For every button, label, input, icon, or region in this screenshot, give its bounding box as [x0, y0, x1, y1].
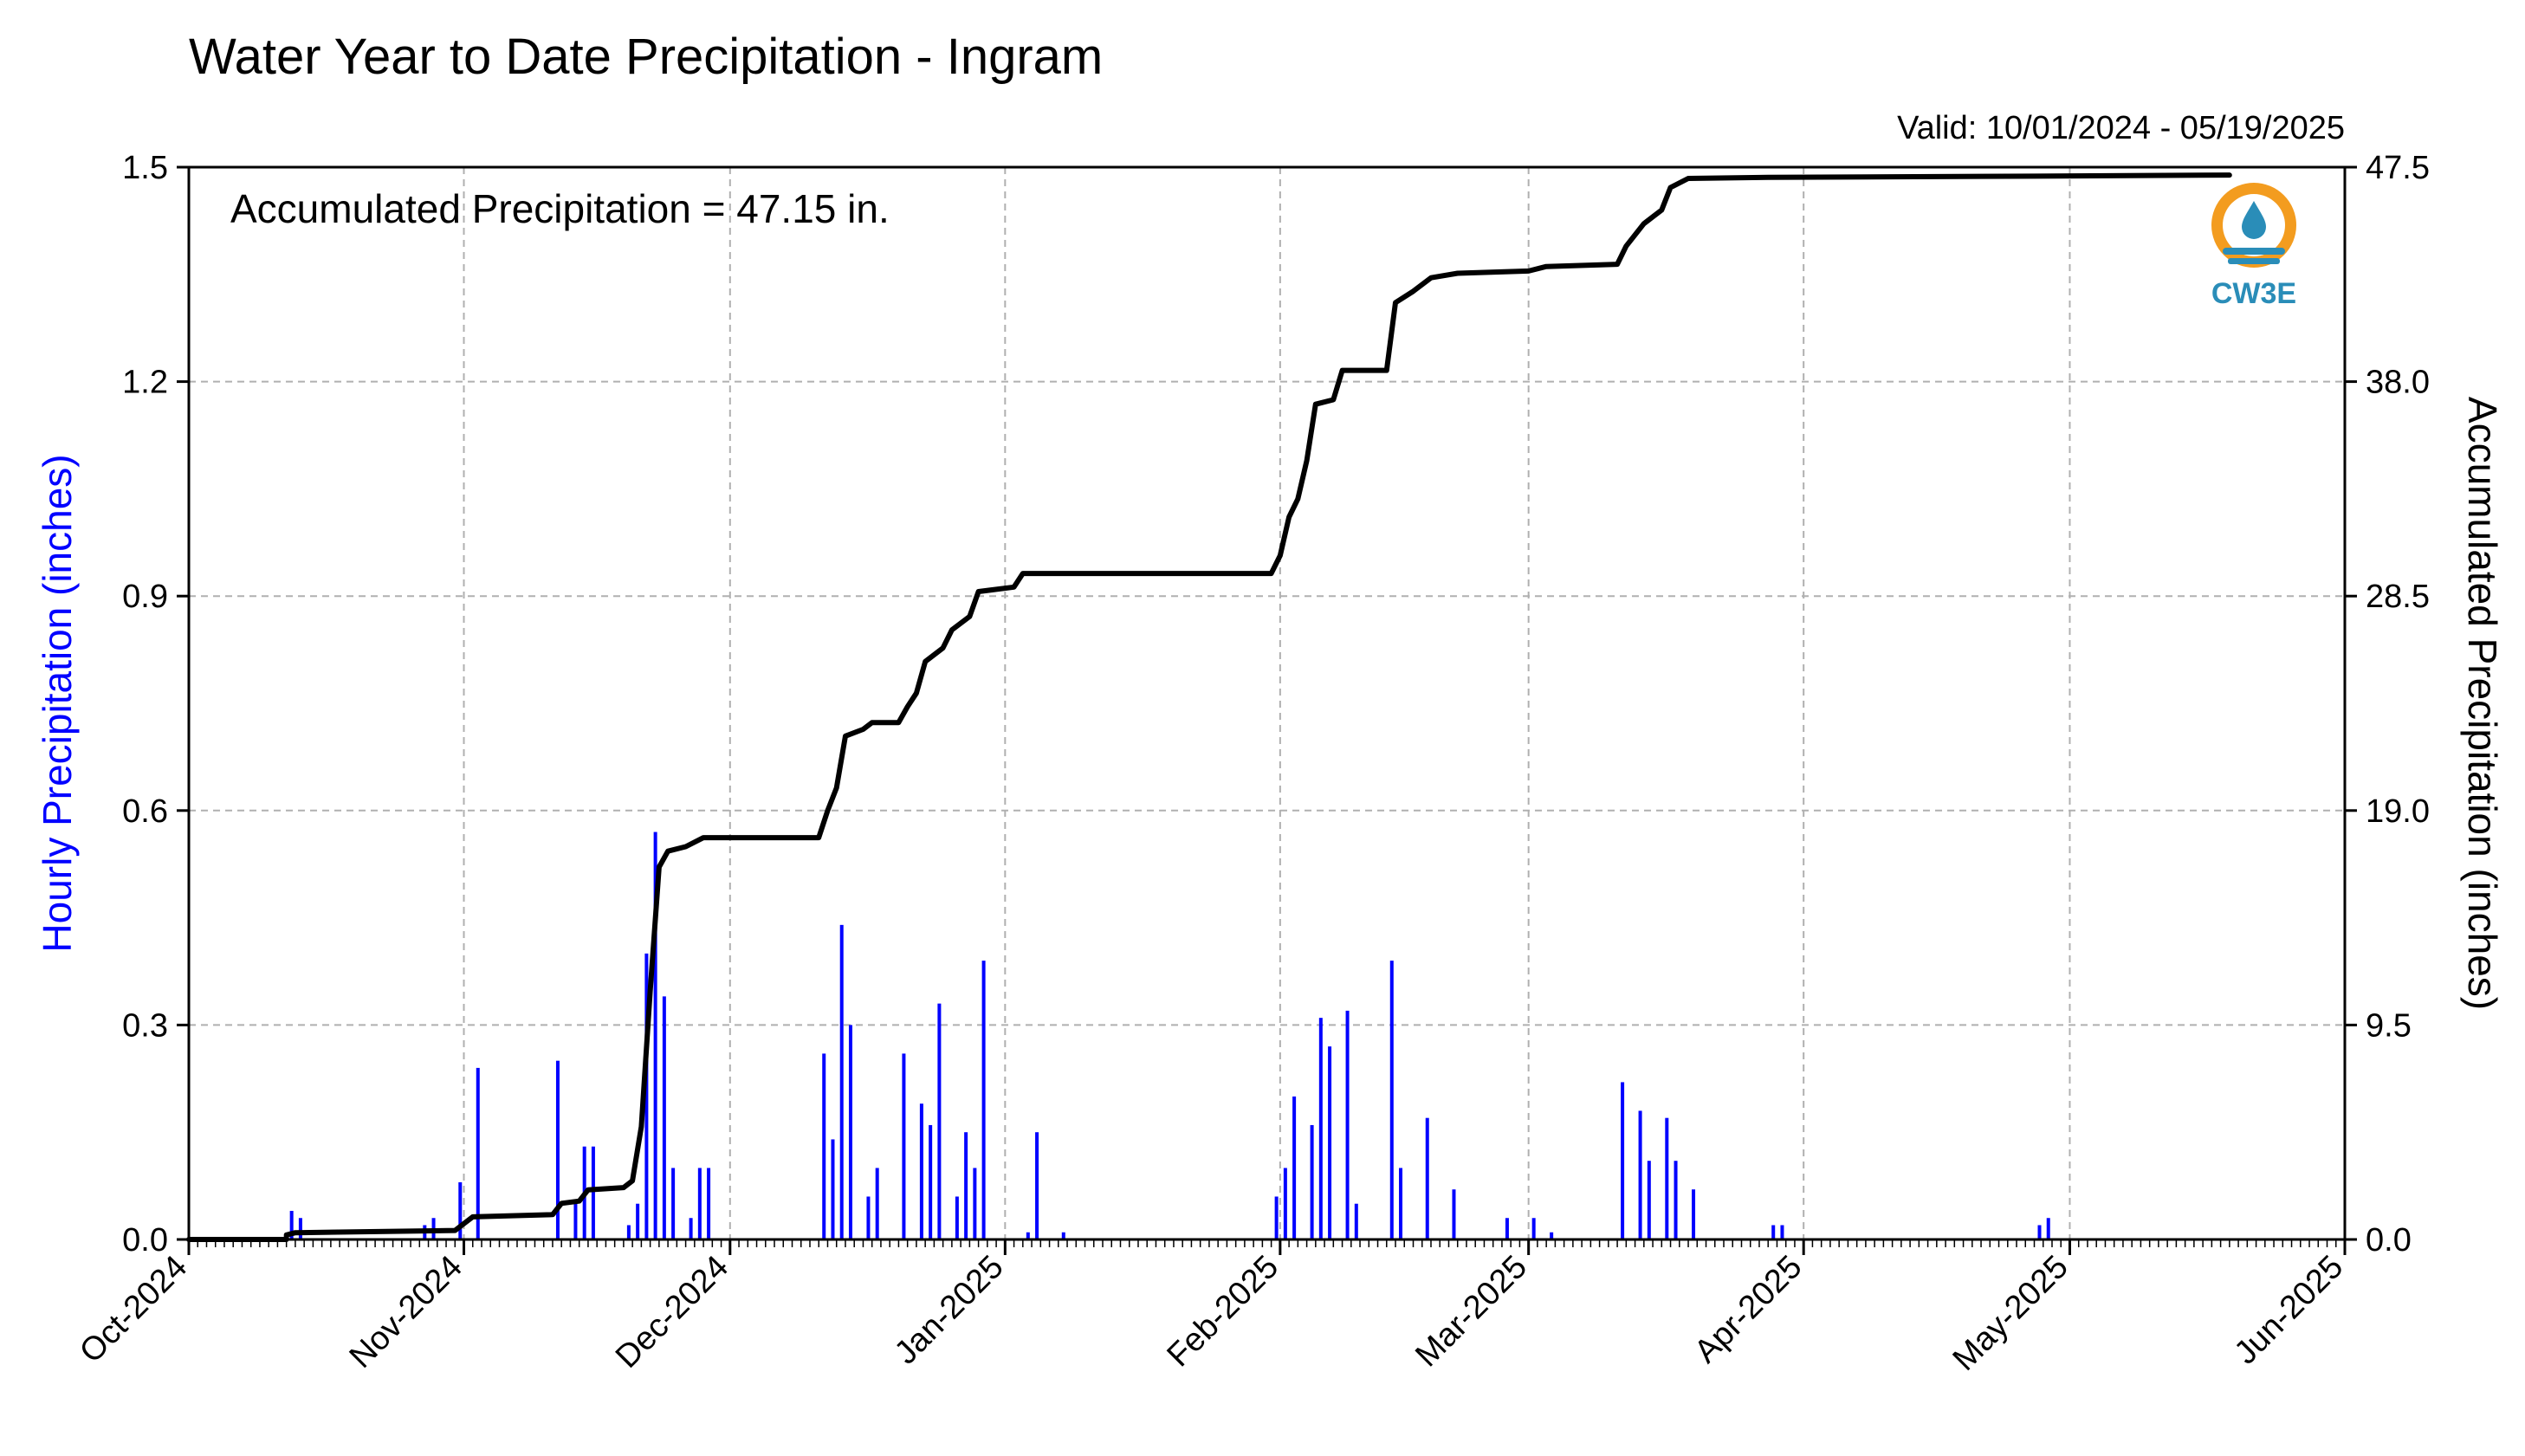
hourly-bar [1389, 961, 1394, 1239]
xtick-label: Mar-2025 [1408, 1249, 1534, 1375]
hourly-bar [1531, 1218, 1536, 1239]
xtick-label: May-2025 [1946, 1249, 2075, 1378]
logo-text: CW3E [2211, 277, 2296, 310]
grid-lines [189, 167, 2345, 1239]
hourly-bar [973, 1168, 977, 1239]
hourly-bar [689, 1218, 693, 1239]
left-ytick-label: 0.0 [122, 1222, 168, 1259]
hourly-bar [636, 1203, 640, 1239]
hourly-bar [1550, 1232, 1554, 1239]
hourly-bar [1283, 1168, 1287, 1239]
accumulated-line-group [186, 172, 2232, 1242]
hourly-bar [1771, 1225, 1776, 1239]
logo-water-drop-icon [2242, 201, 2266, 239]
xtick-label: Feb-2025 [1161, 1249, 1286, 1375]
xtick-label: Apr-2025 [1687, 1249, 1809, 1370]
axes: 0.0 0.3 0.6 0.9 1.2 1.5 0.0 9.5 19.0 28.5 38.0 47.5… [73, 150, 2430, 1378]
hourly-bar [1310, 1124, 1314, 1239]
right-ytick-label: 0.0 [2366, 1222, 2412, 1259]
hourly-bar [626, 1225, 631, 1239]
logo-wave-2 [2228, 258, 2280, 264]
hourly-bar [1345, 1010, 1350, 1239]
hourly-bar [875, 1168, 879, 1239]
hourly-bar [1665, 1117, 1669, 1239]
left-ytick-label: 0.3 [122, 1007, 168, 1044]
hourly-bar [671, 1168, 676, 1239]
hourly-bar [1505, 1218, 1509, 1239]
hourly-bar [1692, 1189, 1696, 1239]
hourly-bar [937, 1003, 942, 1239]
hourly-bar [919, 1103, 923, 1239]
hourly-bar [1399, 1168, 1403, 1239]
left-ytick-label: 1.5 [122, 150, 168, 186]
hourly-bar [653, 832, 657, 1239]
right-ytick-label: 38.0 [2366, 365, 2430, 401]
plot-frame [187, 165, 2347, 1241]
hourly-bar [1452, 1189, 1456, 1239]
cw3e-logo: CW3E [2211, 183, 2296, 310]
right-axis-label: Accumulated Precipitation (inches) [2460, 397, 2505, 1010]
hourly-bar [1621, 1082, 1625, 1239]
hourly-bar [1061, 1232, 1065, 1239]
hourly-bar [964, 1132, 968, 1239]
hourly-bar [1274, 1196, 1279, 1239]
hourly-bar [662, 996, 666, 1239]
hourly-bar [1425, 1117, 1429, 1239]
hourly-bar [1638, 1110, 1642, 1239]
hourly-bar [697, 1168, 702, 1239]
left-axis-label: Hourly Precipitation (inches) [35, 454, 80, 952]
hourly-bar [1354, 1203, 1358, 1239]
hourly-bar [848, 1025, 852, 1239]
hourly-bars [289, 832, 2050, 1239]
logo-wave-1 [2223, 248, 2285, 255]
hourly-bar [1647, 1161, 1651, 1239]
hourly-bar [981, 961, 986, 1239]
hourly-bar [1328, 1046, 1332, 1239]
right-ytick-label: 19.0 [2366, 793, 2430, 830]
hourly-bar [822, 1053, 826, 1239]
hourly-bar [2046, 1218, 2050, 1239]
xtick-label: Jan-2025 [888, 1249, 1011, 1372]
left-ytick-label: 0.6 [122, 793, 168, 830]
hourly-bar [2037, 1225, 2042, 1239]
hourly-bar [289, 1210, 294, 1239]
hourly-bar [458, 1181, 463, 1239]
hourly-bar [573, 1203, 578, 1239]
hourly-bar [955, 1196, 959, 1239]
hourly-bar [1674, 1161, 1678, 1239]
xtick-label: Jun-2025 [2228, 1249, 2351, 1372]
hourly-bar [298, 1218, 302, 1239]
hourly-bar [1292, 1096, 1297, 1239]
accumulated-line [186, 172, 2232, 1242]
xtick-label: Nov-2024 [343, 1249, 469, 1375]
hourly-bar [1318, 1018, 1323, 1239]
accumulated-annotation: Accumulated Precipitation = 47.15 in. [230, 186, 890, 231]
right-ytick-label: 9.5 [2366, 1007, 2412, 1044]
hourly-bar [476, 1067, 480, 1239]
xtick-label: Dec-2024 [609, 1249, 735, 1375]
hourly-bar [831, 1139, 835, 1239]
hourly-bar [866, 1196, 871, 1239]
hourly-bar [707, 1168, 711, 1239]
left-ytick-label: 0.9 [122, 579, 168, 615]
hourly-bar [1035, 1132, 1039, 1239]
hourly-bar [902, 1053, 906, 1239]
hourly-bar [929, 1124, 933, 1239]
hourly-bar [1026, 1232, 1030, 1239]
right-ytick-label: 47.5 [2366, 150, 2430, 186]
left-ytick-label: 1.2 [122, 365, 168, 401]
xtick-label: Oct-2024 [73, 1249, 194, 1370]
hourly-bar [839, 924, 844, 1239]
hourly-bar [555, 1060, 560, 1239]
valid-date-range: Valid: 10/01/2024 - 05/19/2025 [1897, 110, 2345, 146]
hourly-bar [591, 1146, 595, 1239]
hourly-bar [1780, 1225, 1784, 1239]
hourly-bar [644, 953, 649, 1239]
chart-title: Water Year to Date Precipitation - Ingra… [189, 29, 1103, 85]
right-ytick-label: 28.5 [2366, 579, 2430, 615]
